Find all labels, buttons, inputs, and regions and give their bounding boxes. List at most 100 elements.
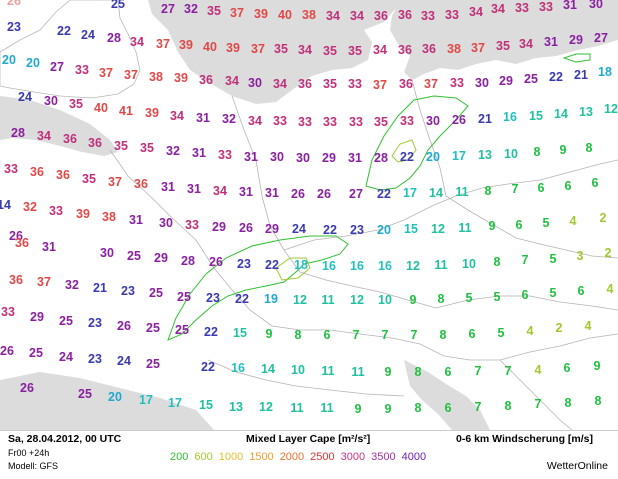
brand-label: WetterOnline <box>546 460 608 472</box>
shear-value-label: 26 <box>209 255 223 269</box>
shear-value-label: 6 <box>516 218 523 232</box>
shear-value-label: 30 <box>270 150 284 164</box>
shear-value-label: 15 <box>199 398 213 412</box>
shear-value-label: 27 <box>349 187 363 201</box>
shear-value-label: 25 <box>111 0 125 11</box>
shear-value-label: 30 <box>475 76 489 90</box>
shear-value-label: 5 <box>498 326 505 340</box>
shear-value-label: 10 <box>504 147 518 161</box>
shear-value-label: 4 <box>535 363 542 377</box>
shear-value-label: 39 <box>226 41 240 55</box>
map-footer: Sa, 28.04.2012, 00 UTC Fr00 +24h Modell:… <box>0 430 618 479</box>
cape-contours <box>167 53 591 341</box>
shear-value-label: 36 <box>9 273 23 287</box>
map-canvas: 26 25 27 32 35 37 39 40 38 34 34 36 36 33 33 34 34 33 33 31… <box>0 0 618 430</box>
shear-value-label: 17 <box>139 393 153 407</box>
shear-value-label: 30 <box>44 94 58 108</box>
shear-value-label: 30 <box>426 114 440 128</box>
cape-legend: 200 600 1000 1500 2000 2500 3000 3500 4000 <box>170 451 432 463</box>
shear-value-label: 11 <box>434 258 447 272</box>
shear-value-label: 23 <box>7 20 21 34</box>
shear-value-label: 18 <box>598 65 612 79</box>
shear-value-label: 15 <box>404 222 418 236</box>
shear-value-label: 18 <box>294 258 308 272</box>
forecast-date: Sa, 28.04.2012, 00 UTC <box>8 433 122 445</box>
shear-value-label: 33 <box>218 148 232 162</box>
cape-legend-entry: 2000 <box>279 451 305 463</box>
shear-value-label: 23 <box>88 316 102 330</box>
shear-value-label: 13 <box>478 148 492 162</box>
shear-value-label: 35 <box>114 139 128 153</box>
shear-value-label: 41 <box>119 104 133 118</box>
shear-value-label: 11 <box>455 185 468 199</box>
shear-value-label: 5 <box>543 216 550 230</box>
shear-value-label: 33 <box>273 114 287 128</box>
shear-value-label: 31 <box>265 186 279 200</box>
shear-value-label: 9 <box>489 219 496 233</box>
shear-value-label: 5 <box>550 252 557 266</box>
north-sea <box>0 0 400 104</box>
adriatic-sea <box>404 360 490 430</box>
shear-value-label: 28 <box>181 254 195 268</box>
shear-value-label: 23 <box>237 257 251 271</box>
shear-value-label: 40 <box>94 101 108 115</box>
shear-value-label: 26 <box>20 381 34 395</box>
shear-value-label: 16 <box>350 259 364 273</box>
ligurian-sea <box>0 372 214 430</box>
shear-value-label: 25 <box>175 323 189 337</box>
shear-value-label: 5 <box>466 291 473 305</box>
shear-value-label: 17 <box>168 396 182 410</box>
shear-legend-title: 0-6 km Windscherung [m/s] <box>456 433 594 445</box>
shear-value-label: 34 <box>373 43 387 57</box>
shear-value-label: 8 <box>440 328 447 342</box>
shear-value-label: 33 <box>450 76 464 90</box>
shear-value-label: 21 <box>93 281 107 295</box>
shear-value-label: 25 <box>177 290 191 304</box>
great-britain <box>0 0 141 99</box>
shear-value-label: 23 <box>206 291 220 305</box>
shear-value-label: 9 <box>385 365 392 379</box>
shear-value-label: 33 <box>75 63 89 77</box>
shear-value-label: 11 <box>321 364 334 378</box>
shear-value-label: 7 <box>535 397 542 411</box>
cape-legend-entry: 600 <box>194 451 213 463</box>
shear-value-label: 37 <box>99 66 113 80</box>
shear-value-label: 4 <box>527 324 534 338</box>
shear-value-label: 8 <box>295 328 302 342</box>
shear-value-label: 27 <box>594 31 608 45</box>
cape-contours-inner <box>275 139 417 281</box>
shear-value-label: 28 <box>374 151 388 165</box>
shear-value-label: 22 <box>400 150 414 164</box>
shear-value-label: 35 <box>374 115 388 129</box>
shear-value-label: 31 <box>348 151 362 165</box>
shear-value-label: 7 <box>522 253 529 267</box>
shear-value-label: 30 <box>159 216 173 230</box>
shear-value-label: 11 <box>320 401 333 415</box>
english-channel <box>0 96 118 156</box>
shear-value-label: 31 <box>563 0 577 12</box>
shear-value-label: 26 <box>7 0 21 8</box>
shear-value-label: 11 <box>290 401 303 415</box>
shear-value-label: 11 <box>351 365 364 379</box>
shear-value-label: 30 <box>296 151 310 165</box>
shear-value-label: 9 <box>385 402 392 416</box>
shear-value-label: 20 <box>2 53 16 67</box>
shear-value-label: 38 <box>102 210 116 224</box>
shear-value-label: 21 <box>574 68 588 82</box>
shear-value-label: 29 <box>322 151 336 165</box>
shear-value-label: 33 <box>4 162 18 176</box>
model-run: Fr00 +24h <box>8 448 50 458</box>
shear-value-label: 35 <box>323 44 337 58</box>
shear-value-label: 39 <box>76 207 90 221</box>
shear-value-label: 8 <box>565 396 572 410</box>
shear-value-label: 36 <box>298 77 312 91</box>
shear-value-label: 22 <box>377 187 391 201</box>
shear-value-label: 4 <box>607 282 614 296</box>
shear-value-label: 22 <box>235 292 249 306</box>
shear-value-label: 9 <box>410 293 417 307</box>
shear-value-label: 37 <box>471 41 485 55</box>
shear-value-label: 24 <box>59 350 73 364</box>
shear-value-label: 7 <box>382 328 389 342</box>
shear-value-label: 31 <box>544 35 558 49</box>
shear-value-label: 39 <box>145 106 159 120</box>
